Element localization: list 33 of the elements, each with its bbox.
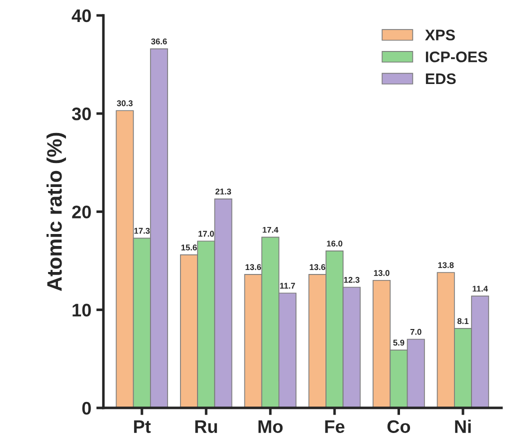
data-label: 5.9 [393, 340, 404, 346]
y-tick-label: 0 [82, 402, 91, 415]
data-label: 13.6 [246, 264, 262, 270]
legend-label: XPS [425, 30, 455, 40]
data-label: 8.1 [457, 318, 469, 324]
data-label: 30.3 [116, 100, 133, 106]
data-label: 36.6 [151, 38, 167, 44]
data-label: 17.0 [198, 230, 214, 237]
y-tick-label: 20 [72, 206, 91, 218]
data-label: 13.6 [310, 264, 326, 270]
x-tick-label: Pt [134, 420, 151, 433]
data-label: 7.0 [410, 328, 422, 335]
x-tick-label: Ru [195, 420, 217, 433]
data-label: 15.6 [181, 244, 197, 250]
y-tick-label: 10 [72, 304, 91, 317]
y-axis-title: Atomic ratio (%) [46, 132, 66, 292]
legend-label: ICP-OES [426, 51, 488, 62]
data-label: 16.0 [326, 240, 342, 247]
data-label: 21.3 [215, 188, 232, 195]
legend-label: EDS [426, 73, 456, 84]
x-tick-label: Fe [325, 420, 344, 433]
data-label: 17.3 [134, 228, 150, 234]
data-label: 11.4 [472, 286, 488, 292]
y-tick-label: 30 [72, 107, 91, 120]
x-tick-label: Mo [258, 420, 283, 433]
data-label: 11.7 [280, 282, 295, 289]
x-tick-label: Co [387, 420, 410, 433]
data-label: 13.0 [374, 270, 390, 276]
data-label: 13.8 [438, 262, 454, 268]
y-tick-label: 40 [72, 9, 91, 22]
data-label: 17.4 [262, 226, 278, 233]
data-label: 12.3 [344, 276, 360, 283]
x-tick-label: Ni [455, 420, 471, 433]
